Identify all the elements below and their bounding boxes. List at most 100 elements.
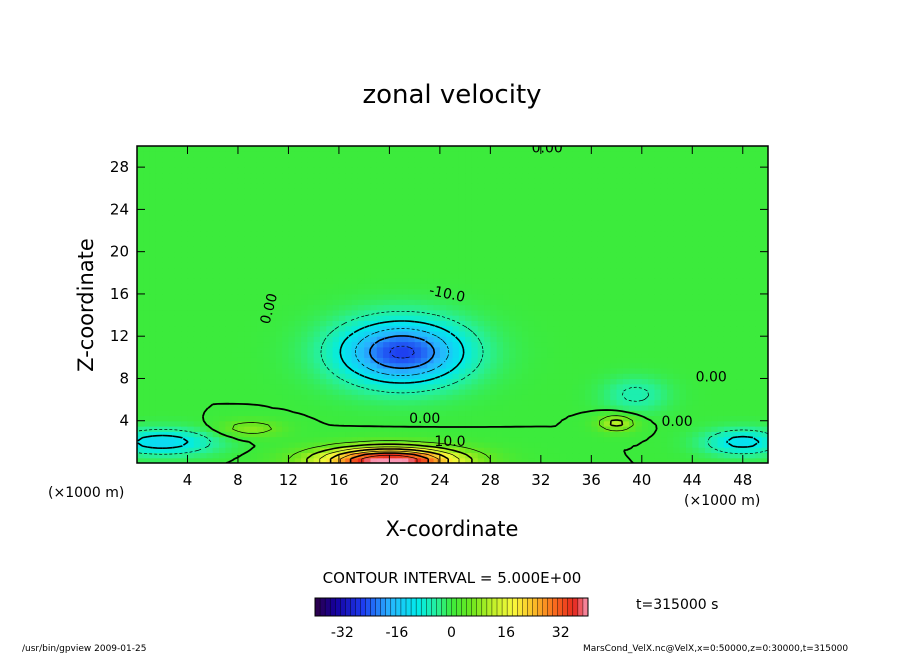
heatmap-cell xyxy=(427,235,435,242)
heatmap-cell xyxy=(742,288,750,295)
heatmap-cell xyxy=(610,288,618,295)
heatmap-cell xyxy=(237,272,245,279)
heatmap-cell xyxy=(420,367,428,374)
heatmap-cell xyxy=(490,362,498,369)
heatmap-cell xyxy=(149,315,157,321)
heatmap-cell xyxy=(370,272,378,279)
heatmap-cell xyxy=(742,235,750,242)
heatmap-cell xyxy=(723,394,731,401)
heatmap-cell xyxy=(622,235,630,242)
heatmap-cell xyxy=(704,346,712,353)
heatmap-cell xyxy=(641,299,649,306)
heatmap-cell xyxy=(534,373,542,380)
heatmap-cell xyxy=(452,399,460,406)
heatmap-cell xyxy=(704,241,712,247)
heatmap-cell xyxy=(692,357,700,364)
heatmap-cell xyxy=(578,293,586,300)
heatmap-cell xyxy=(484,441,491,448)
heatmap-cell xyxy=(616,431,624,438)
heatmap-cell xyxy=(376,336,384,343)
heatmap-cell xyxy=(408,346,416,353)
heatmap-cell xyxy=(155,293,163,300)
heatmap-cell xyxy=(351,447,359,454)
heatmap-cell xyxy=(723,367,731,374)
heatmap-cell xyxy=(301,251,308,258)
heatmap-cell xyxy=(603,320,611,327)
heatmap-cell xyxy=(458,346,466,353)
heatmap-cell xyxy=(484,383,491,390)
heatmap-cell xyxy=(553,336,561,343)
heatmap-cell xyxy=(338,267,346,274)
heatmap-cell xyxy=(578,219,586,226)
heatmap-cell xyxy=(288,383,296,390)
heatmap-cell xyxy=(414,230,422,237)
heatmap-cell xyxy=(616,204,624,210)
heatmap-cell xyxy=(509,272,517,279)
heatmap-cell xyxy=(294,320,302,327)
heatmap-cell xyxy=(761,389,768,395)
heatmap-cell xyxy=(162,262,170,269)
heatmap-cell xyxy=(389,325,397,332)
heatmap-cell xyxy=(137,299,144,306)
heatmap-cell xyxy=(471,204,479,210)
heatmap-cell xyxy=(711,204,719,210)
heatmap-cell xyxy=(496,394,504,401)
heatmap-cell xyxy=(730,415,738,422)
heatmap-cell xyxy=(395,457,403,463)
heatmap-cell xyxy=(692,267,700,274)
heatmap-cell xyxy=(704,251,712,258)
heatmap-cell xyxy=(484,204,491,210)
heatmap-cell xyxy=(256,346,264,353)
heatmap-cell xyxy=(370,262,378,269)
heatmap-cell xyxy=(597,447,605,454)
heatmap-cell xyxy=(534,420,542,427)
heatmap-cell xyxy=(648,436,656,443)
heatmap-cell xyxy=(521,436,529,443)
heatmap-cell xyxy=(256,241,264,247)
heatmap-cell xyxy=(282,299,290,306)
heatmap-cell xyxy=(578,241,586,247)
heatmap-cell xyxy=(723,346,731,353)
heatmap-cell xyxy=(326,357,334,364)
heatmap-cell xyxy=(376,278,384,284)
heatmap-cell xyxy=(155,441,163,448)
heatmap-cell xyxy=(471,283,479,290)
heatmap-cell xyxy=(357,426,365,432)
heatmap-cell xyxy=(452,304,460,311)
heatmap-cell xyxy=(471,309,479,316)
heatmap-cell xyxy=(439,267,447,274)
heatmap-cell xyxy=(427,293,435,300)
heatmap-cell xyxy=(465,288,473,295)
heatmap-cell xyxy=(420,262,428,269)
heatmap-cell xyxy=(282,283,290,290)
heatmap-cell xyxy=(749,209,756,216)
heatmap-cell xyxy=(269,452,277,459)
heatmap-cell xyxy=(742,367,750,374)
heatmap-cell xyxy=(585,204,592,210)
heatmap-cell xyxy=(585,256,592,263)
heatmap-cell xyxy=(206,278,214,284)
heatmap-cell xyxy=(256,256,264,263)
heatmap-cell xyxy=(446,404,454,411)
heatmap-cell xyxy=(143,246,151,253)
heatmap-cell xyxy=(502,436,510,443)
heatmap-cell xyxy=(458,288,466,295)
heatmap-cell xyxy=(420,330,428,337)
heatmap-cell xyxy=(313,341,321,348)
heatmap-cell xyxy=(496,235,504,242)
heatmap-cell xyxy=(193,352,201,358)
heatmap-cell xyxy=(603,436,611,443)
heatmap-cell xyxy=(761,304,768,311)
heatmap-cell xyxy=(761,452,768,459)
heatmap-cell xyxy=(597,325,605,332)
heatmap-cell xyxy=(256,283,264,290)
heatmap-cell xyxy=(673,299,681,306)
heatmap-cell xyxy=(181,367,189,374)
heatmap-cell xyxy=(515,404,523,411)
heatmap-cell xyxy=(641,204,649,210)
heatmap-cell xyxy=(559,378,567,385)
heatmap-cell xyxy=(155,452,163,459)
heatmap-cell xyxy=(667,230,674,237)
heatmap-cell xyxy=(237,420,245,427)
heatmap-cell xyxy=(439,309,447,316)
